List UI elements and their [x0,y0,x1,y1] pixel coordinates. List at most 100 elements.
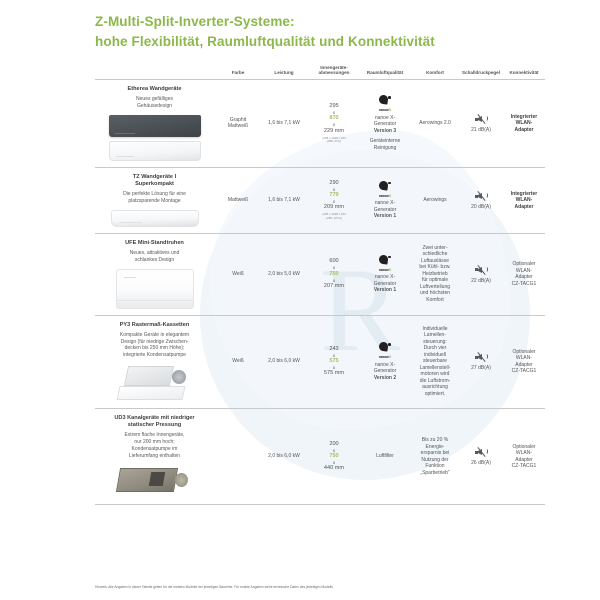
dimension-note: (295 x 1048 x 344 (358, 271)) [322,135,346,144]
konnektivitaet-line: CZ-TACG1 [511,463,537,470]
product-title: Etherea Wandgeräte [128,86,182,93]
column-header-schalldruckpegel: Schalldruckpegel [461,70,501,76]
konnektivitaet-line: Optionaler [512,261,536,268]
leistung-cell: 2,0 bis 6,0 kW [259,322,309,402]
farbe-cell: Weiß [217,322,259,402]
raumluft-extra-line: Geräteinterne [369,138,401,145]
nanoe-x-letter: X [388,355,392,360]
product-image-cassette [116,364,192,402]
raumluft-line: Version 1 [373,287,397,294]
dimension-depth: 207 mm [323,282,345,289]
text-line: decken bis 250 mm Höhe); [124,345,185,352]
nanoe-wordmark: nanoeX [378,108,392,113]
raumluft-line: nanoe X- [374,114,396,121]
raumluft-line: Generator [373,121,397,128]
raumluftqualitaet-cell: nanoeX nanoe X- Generator Version 2 [359,322,411,402]
farbe-value-1: Graphit [229,116,247,123]
product-image [110,209,199,227]
text-line: nur 200 mm hoch; [134,439,175,446]
product-image [116,364,192,402]
speaker-wave [485,193,488,199]
nanoe-dot [388,343,391,346]
speaker-wave [485,116,488,122]
product-title: UD3 Kanalgeräte mit niedriger statischer … [114,415,194,430]
konnektivitaet-cell: Integrierter WLAN- Adapter [503,86,545,161]
leistung-cell: 2,0 bis 6,0 kW [259,415,309,499]
raumluft-line: Version 3 [373,127,397,134]
title-line-1: Z-Multi-Split-Inverter-Systeme: [95,14,295,29]
abmessungen-cell: 243 x 575 x 575 mm [309,322,359,402]
table-row: TZ Wandgeräte I Superkompakt Die perfekte … [95,168,545,234]
abmessungen-cell: 600 x 750 x 207 mm [309,240,359,309]
konnektivitaet-line: Integrierter [510,113,538,120]
text-line: Lieferumfang enthalten [128,452,181,459]
dimension-depth: 229 mm [323,127,345,134]
farbe-value-2: Mattweiß [227,123,249,130]
leistung-cell: 2,0 bis 5,0 kW [259,240,309,309]
nanoe-x-letter: X [388,108,392,113]
table-row: UD3 Kanalgeräte mit niedriger statischer … [95,409,545,506]
konnektivitaet-line: Adapter [514,203,534,210]
cassette-fan [171,369,186,384]
text-line: integrierte Kondensatpumpe [123,352,186,359]
text-line: Die perfekte Lösung für eine [123,191,186,198]
product-cell: PY3 Rastermaß-Kassetten Kompakte Geräte i… [95,322,217,402]
dimension-height: 779 [329,192,339,199]
nanoe-dot [388,181,391,185]
text-line: UFE Mini-Standtruhen [125,239,184,246]
konnektivitaet-line: CZ-TACG1 [511,368,537,375]
product-title: UFE Mini-Standtruhen [125,240,184,247]
dimension-width: 243 [329,345,339,352]
text-line: Komfort [426,296,444,303]
schall-value: 21 dB(A) [471,127,491,134]
text-line: UD3 Kanalgeräte mit niedriger [114,414,195,421]
raumluft-extra-line: Reinigung [373,144,397,151]
text-line: Aerowings [423,197,447,204]
raumluft-line: Version 1 [373,213,397,220]
nanoe-x-icon [373,94,397,107]
column-header-raumluftqualitaet: Raumluftqualität [366,70,404,76]
product-image [115,464,194,498]
dimension-separator: x [332,109,336,115]
column-header-konnektivitaet: Konnektivität [509,70,539,76]
speaker-wave [485,266,488,272]
product-cell: TZ Wandgeräte I Superkompakt Die perfekte … [95,174,217,227]
text-line: Superkompakt [135,181,174,188]
dimension-width: 290 [329,179,339,186]
raumluft-extra: Geräteinterne Reinigung [370,138,401,151]
nanoe-dot [388,96,391,99]
schall-value: 27 dB(A) [471,365,491,372]
product-description: Kompakte Geräte in elegantem Design (für … [120,332,189,359]
speaker-cone [475,116,482,123]
speaker-wave [485,449,488,455]
product-cell: Etherea Wandgeräte Neues gefälliges Gehäus… [95,86,217,161]
konnektivitaet-value: Optionaler WLAN- Adapter CZ-TACG1 [512,349,537,375]
dimension-depth: 440 mm [323,465,345,472]
product-image-etherea-graphit [108,114,201,137]
duct-vent [148,472,165,487]
konnektivitaet-cell: Optionaler WLAN- Adapter CZ-TACG1 [503,240,545,309]
schall-value: 20 dB(A) [471,204,491,211]
comparison-table: Farbe Leistung Innengeräte- abmessungen … [95,60,545,506]
raumluftqualitaet-cell: Luftfilter [359,415,411,499]
dimension-width: 600 [329,258,339,265]
abmessungen-line-1: Innengeräte- [320,64,348,70]
konnektivitaet-value: Optionaler WLAN- Adapter CZ-TACG1 [512,444,537,470]
nanoe-dot [388,255,391,259]
table-row: UFE Mini-Standtruhen Neues, attraktives u… [95,234,545,316]
dimension-height: 750 [329,270,339,277]
speaker-wave [485,354,488,360]
schalldruckpegel-cell: 27 dB(A) [459,322,503,402]
table-footnote: Hinweis: Alle Angaben in dieser Tabelle … [95,585,334,589]
konnektivitaet-line: Adapter [514,126,534,133]
text-line: Gehäusedesign [136,103,173,110]
cassette-body [123,365,174,386]
schalldruckpegel-cell: 20 dB(A) [459,174,503,227]
farbe-value-1: Weiß [232,358,244,365]
text-line: „Sparbetrieb“ [420,469,450,476]
table-row: Etherea Wandgeräte Neues gefälliges Gehäus… [95,80,545,168]
komfort-cell: Individuelle Lamellen-steuerung: Durch vie… [411,322,459,402]
speaker-mute-icon [474,113,488,125]
product-image-tz [110,209,199,227]
product-cell: UD3 Kanalgeräte mit niedriger statischer … [95,415,217,499]
